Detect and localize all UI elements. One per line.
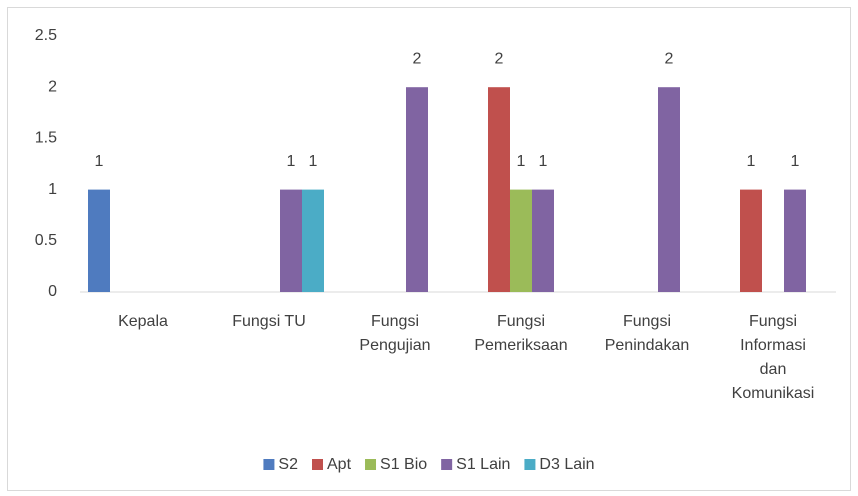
- bar: [740, 189, 762, 292]
- chart-frame: [7, 7, 851, 491]
- x-tick-label: Fungsi Penindakan: [604, 313, 690, 354]
- bar: [406, 87, 428, 292]
- bar: [302, 189, 324, 292]
- legend-label: S2: [278, 456, 298, 473]
- legend-label: Apt: [327, 456, 352, 473]
- data-label: 1: [539, 153, 548, 170]
- legend-swatch: [365, 459, 377, 470]
- legend-label: D3 Lain: [539, 456, 594, 473]
- y-tick-label: 0.5: [35, 232, 57, 249]
- legend-swatch: [263, 459, 275, 470]
- legend-label: S1 Lain: [456, 456, 510, 473]
- data-label: 2: [495, 50, 504, 67]
- y-tick-label: 1: [48, 181, 57, 198]
- legend-label: S1 Bio: [380, 456, 427, 473]
- legend-swatch: [312, 459, 323, 470]
- data-label: 1: [95, 153, 104, 170]
- legend-swatch: [524, 459, 536, 470]
- y-tick-label: 0: [48, 283, 57, 300]
- bar: [488, 87, 510, 292]
- data-label: 2: [665, 50, 674, 67]
- data-label: 2: [413, 50, 422, 67]
- y-tick-label: 2: [48, 78, 57, 95]
- legend-swatch: [441, 459, 453, 470]
- x-tick-label: Fungsi Pemeriksaan: [474, 313, 568, 354]
- x-tick-label: Kepala: [118, 313, 168, 330]
- data-label: 1: [747, 153, 756, 170]
- data-label: 1: [287, 153, 296, 170]
- y-tick-label: 1.5: [35, 130, 57, 147]
- bar: [532, 189, 554, 292]
- bar: [88, 189, 110, 292]
- data-label: 1: [517, 153, 526, 170]
- x-tick-label: Fungsi TU: [232, 313, 306, 330]
- x-tick-label: Fungsi Informasi dan Komunikasi: [731, 313, 815, 402]
- bar: [510, 189, 532, 292]
- data-label: 1: [791, 153, 800, 170]
- bar: [658, 87, 680, 292]
- bar: [784, 189, 806, 292]
- y-tick-label: 2.5: [35, 27, 57, 44]
- data-label: 1: [309, 153, 318, 170]
- bar: [280, 189, 302, 292]
- x-tick-label: Fungsi Pengujian: [359, 313, 431, 354]
